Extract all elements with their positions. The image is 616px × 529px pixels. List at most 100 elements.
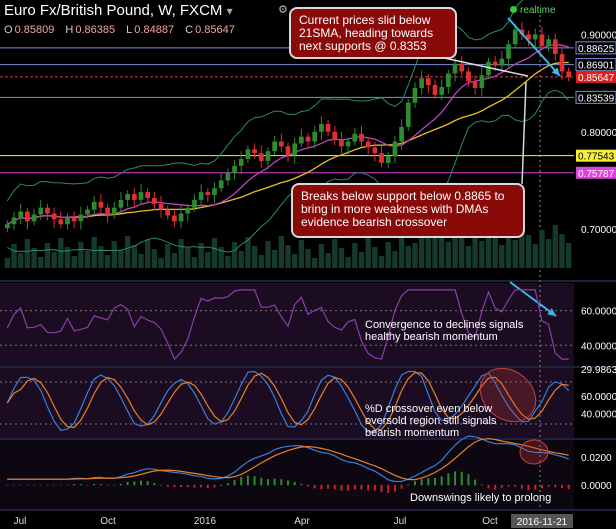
bearish-arrow-rsi-head (547, 308, 556, 316)
stoch-k-line (6, 370, 570, 433)
high-value: 0.86385 (75, 24, 116, 36)
symbol-title[interactable]: Euro Fx/British Pound, W, FXCM (4, 2, 223, 19)
macd-histogram-bar (440, 476, 443, 486)
volume-bar (165, 244, 171, 268)
volume-bar (545, 239, 552, 268)
low-value: 0.84887 (134, 24, 175, 36)
volume-bar (412, 243, 418, 268)
volume-bar (452, 228, 458, 268)
candle-body (345, 141, 351, 147)
candle-body (532, 34, 538, 40)
candle-body (359, 133, 364, 142)
stoch-d-line (6, 371, 569, 431)
macd-histogram-bar (494, 484, 497, 490)
macd-histogram-bar (527, 484, 530, 491)
macd-histogram-bar (540, 484, 543, 489)
macd-histogram-bar (260, 477, 263, 486)
candle-body (466, 71, 471, 82)
macd-histogram-bar (166, 484, 169, 487)
macd-histogram-bar (186, 484, 189, 488)
macd-histogram-bar (460, 471, 463, 486)
volume-bar (338, 248, 345, 268)
volume-bar (91, 237, 97, 268)
price-axis-label: 0.85647 (578, 73, 615, 84)
candle-body (425, 78, 431, 86)
volume-bar (439, 233, 445, 268)
candle-body (559, 53, 565, 72)
volume-bar (332, 239, 338, 268)
time-axis-label: Jul (394, 516, 407, 527)
candle-body (439, 87, 445, 95)
volume-bar (445, 242, 452, 268)
annotation-mid: Breaks below support below 0.8865 to bri… (291, 183, 525, 238)
candle-body (552, 39, 558, 54)
gear-icon[interactable]: ⚙ (278, 4, 288, 16)
stoch-axis-label: 60.0000 (581, 392, 616, 403)
macd-histogram-bar (480, 484, 483, 486)
macd-histogram-bar (139, 480, 142, 486)
candle-body (218, 180, 224, 189)
volume-bar (271, 250, 278, 268)
candle-body (18, 211, 24, 218)
volume-bar (218, 247, 224, 268)
volume-bar (398, 237, 405, 268)
candle-body (11, 217, 17, 225)
macd-axis-label: 0.0200 (581, 453, 612, 464)
macd-histogram-bar (246, 475, 249, 486)
close-key: C (185, 24, 194, 36)
close-value: 0.85647 (195, 24, 235, 36)
macd-histogram-bar (86, 484, 89, 486)
time-axis-label: 2016 (194, 516, 217, 527)
candle-body (365, 141, 371, 148)
volume-bar (305, 249, 311, 268)
macd-histogram-bar (320, 484, 323, 490)
volume-bar (292, 254, 298, 268)
volume-bar (459, 237, 465, 268)
volume-bar (104, 255, 111, 268)
candle-body (58, 219, 64, 225)
time-axis-label: Oct (482, 516, 498, 527)
upper-band-line (6, 0, 524, 202)
candle-body (539, 34, 545, 47)
volume-bar (238, 251, 244, 268)
macd-histogram-bar (534, 484, 537, 490)
macd-histogram-bar (173, 484, 176, 488)
macd-histogram-bar (307, 484, 310, 487)
macd-histogram-bar (79, 484, 82, 486)
macd-histogram-bar (487, 484, 490, 489)
macd-histogram-bar (206, 484, 209, 489)
candle-body (446, 73, 451, 88)
candle-body (205, 192, 211, 196)
price-axis-label: 0.88625 (578, 44, 615, 55)
macd-histogram-bar (126, 481, 129, 486)
volume-bar (118, 250, 124, 268)
candle-body (492, 61, 498, 66)
chart-title[interactable]: Euro Fx/British Pound, W, FXCM ▾ (4, 2, 233, 19)
volume-bar (211, 238, 218, 268)
macd-histogram-bar (340, 484, 343, 491)
candle-body (138, 192, 144, 200)
volume-bar (365, 238, 371, 268)
candle-body (238, 159, 244, 166)
candle-body (319, 123, 324, 132)
volume-bar (345, 257, 351, 268)
volume-bar (151, 249, 158, 268)
macd-histogram-bar (360, 484, 363, 490)
sma50-line (7, 61, 569, 225)
volume-bar (525, 235, 532, 268)
volume-bar (18, 253, 24, 268)
candle-body (71, 217, 77, 222)
chevron-down-icon[interactable]: ▾ (226, 4, 233, 18)
macd-histogram-bar (99, 484, 102, 486)
stoch-panel-bg (0, 368, 574, 438)
macd-histogram-bar (447, 473, 450, 486)
macd-histogram-bar (427, 478, 430, 486)
macd-signal-line (7, 437, 569, 481)
candle-body (339, 139, 344, 147)
macd-histogram-bar (233, 480, 236, 486)
macd-histogram-bar (46, 484, 49, 486)
candle-body (25, 211, 30, 222)
macd-histogram-bar (220, 484, 223, 487)
candle-body (452, 63, 458, 74)
